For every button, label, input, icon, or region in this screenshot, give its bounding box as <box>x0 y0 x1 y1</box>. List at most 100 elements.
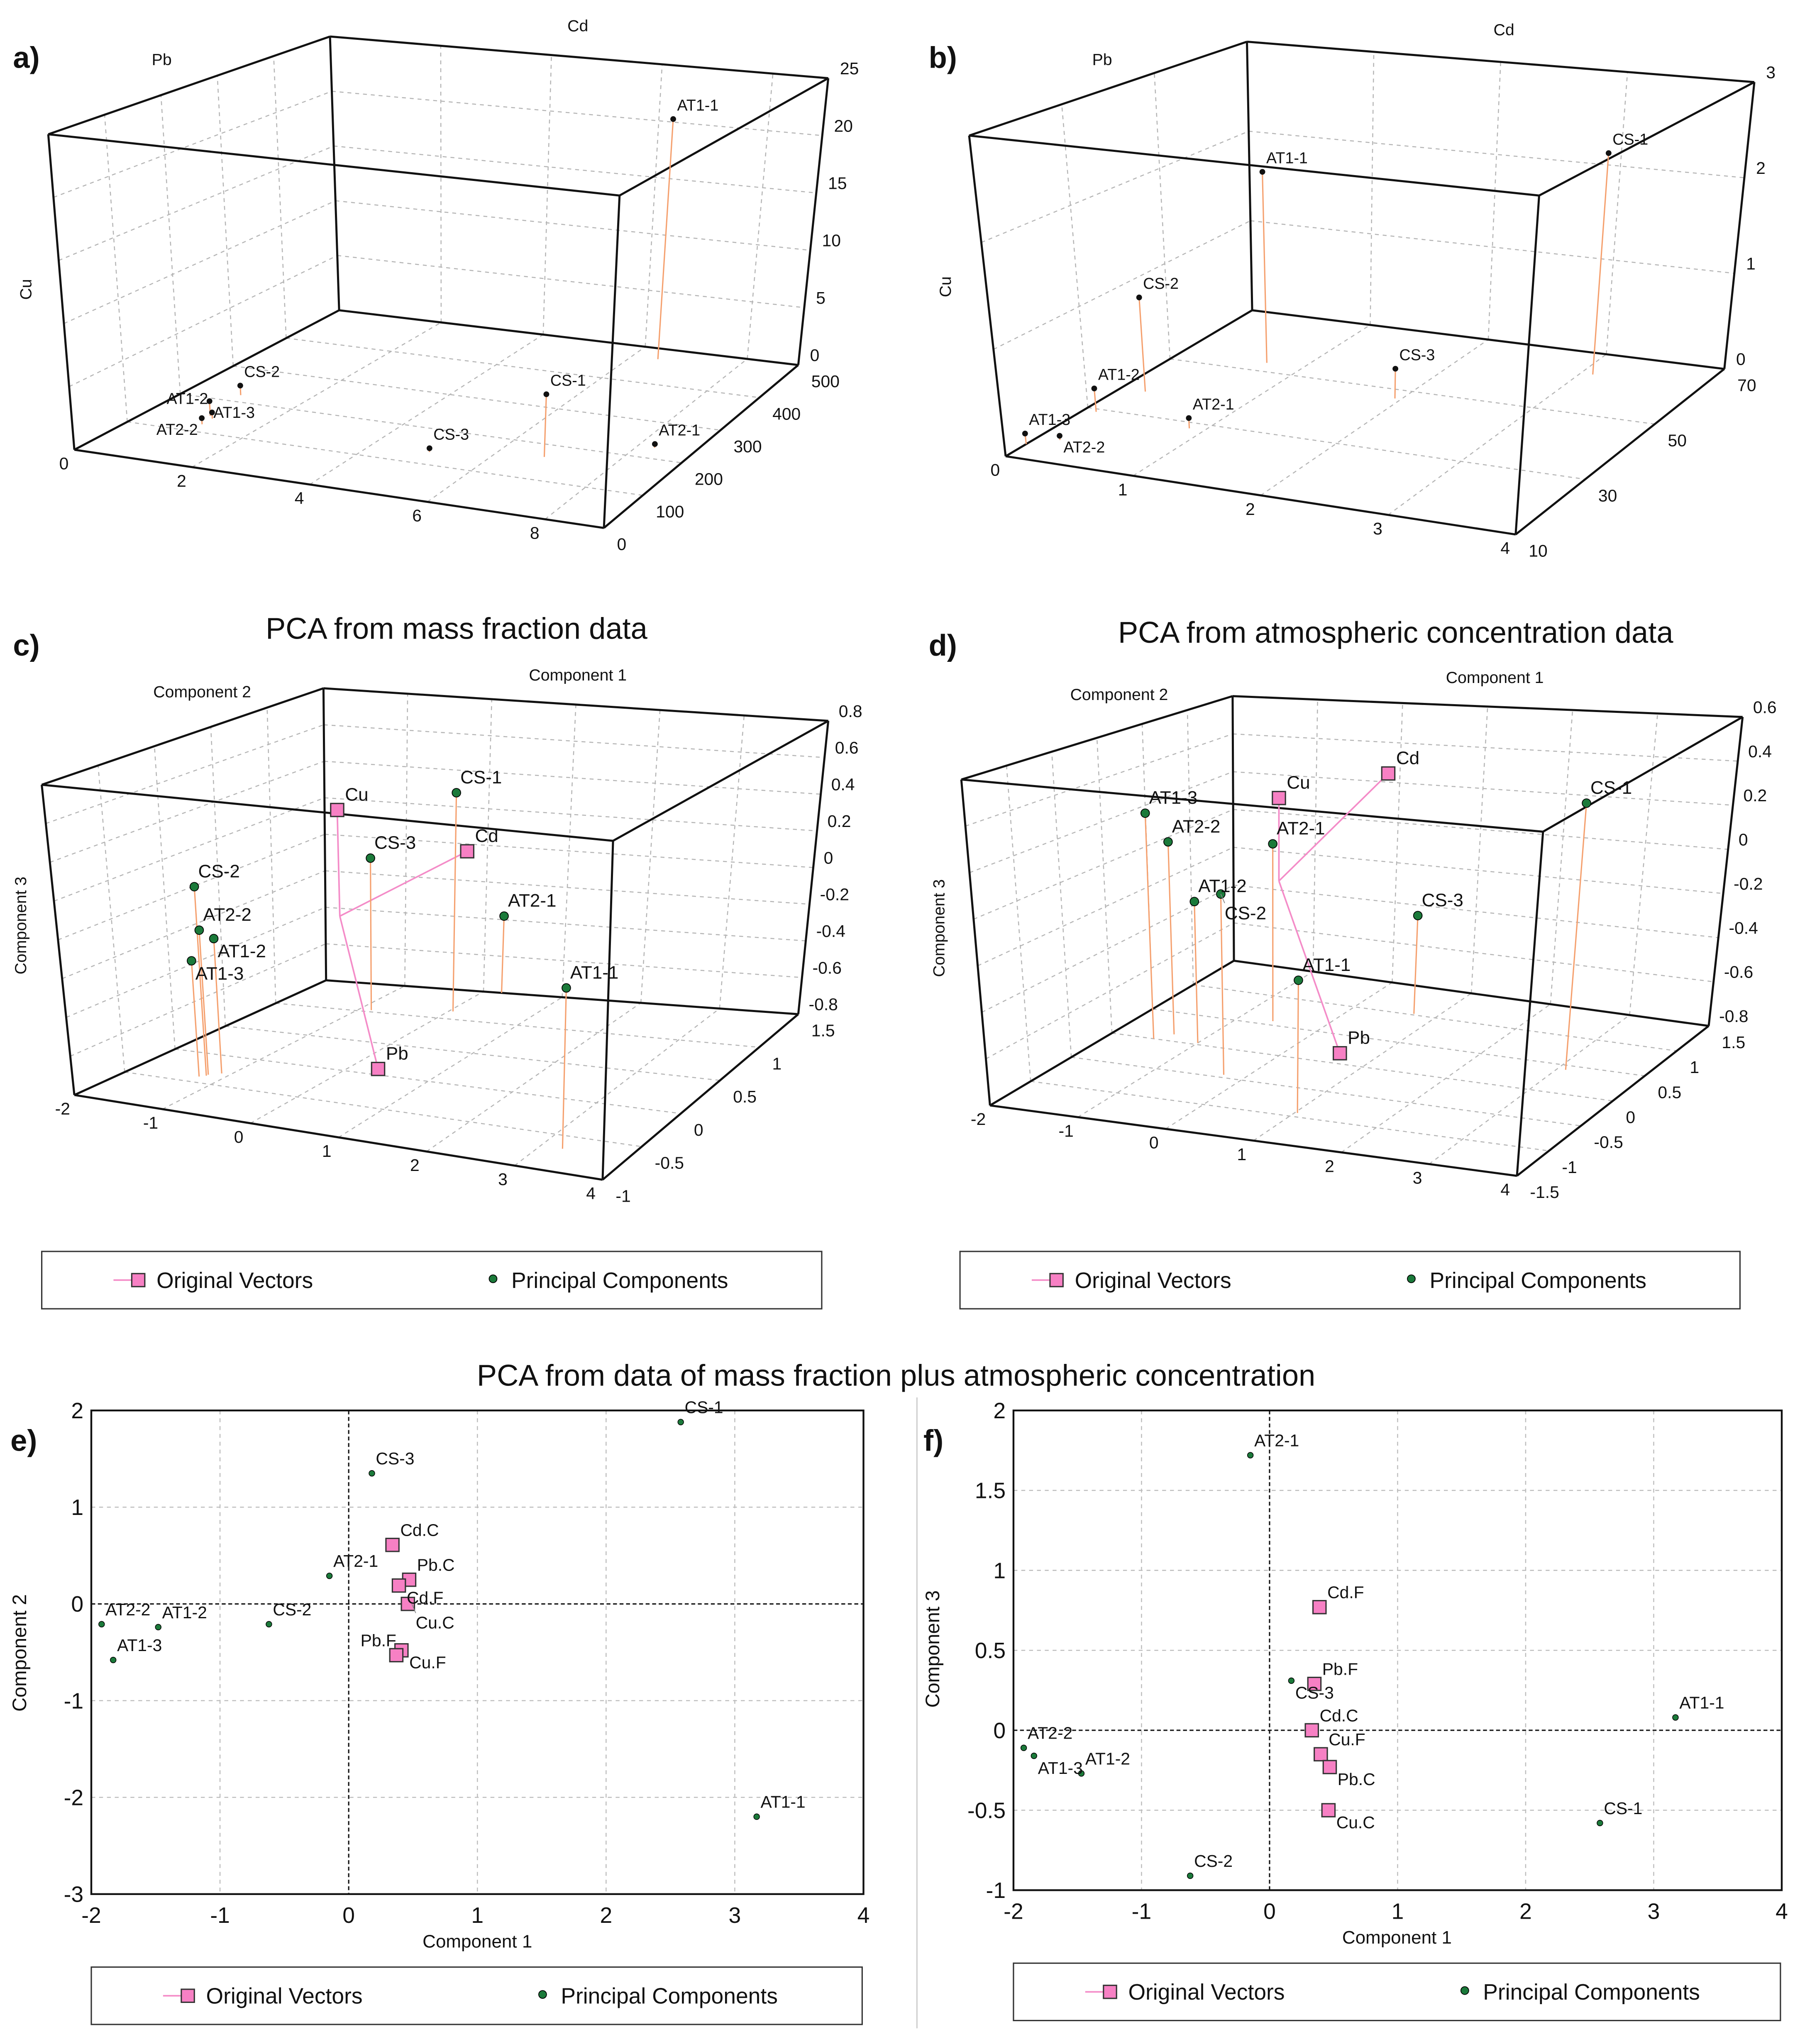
z-tick-label: 15 <box>828 174 847 193</box>
box-edge <box>339 309 799 366</box>
y-axis-title: Component 2 <box>153 683 251 701</box>
back-wall-gridline <box>333 145 816 194</box>
panel-letter: d) <box>929 629 957 662</box>
vector-label: Cd.F <box>407 1588 444 1607</box>
x-axis-title: Component 1 <box>529 666 627 684</box>
y-axis-title: Component 3 <box>921 1590 943 1708</box>
panel-title: PCA from mass fraction data <box>266 612 648 645</box>
box-edge <box>1232 695 1743 718</box>
sample-point <box>237 383 243 389</box>
sample-point <box>543 391 550 398</box>
back-wall-gridline <box>1629 713 1658 1015</box>
legend-vector-square-icon <box>1103 1985 1117 1999</box>
side-wall-gridline <box>973 809 1233 920</box>
box-edge <box>326 979 799 1015</box>
z-tick-label: 0.4 <box>831 775 855 794</box>
floor-gridline <box>276 1002 760 1048</box>
side-wall-gridline <box>1061 104 1089 408</box>
vector-marker <box>401 1597 415 1611</box>
x-tick-label: 4 <box>1500 1180 1510 1199</box>
vector-label: Cu.F <box>1329 1730 1365 1749</box>
vector-label: Cd.C <box>400 1521 439 1540</box>
point-label: CS-1 <box>1604 1799 1642 1818</box>
floor-gridline <box>545 358 748 520</box>
z-tick-label: -0.4 <box>816 922 845 941</box>
box-edge <box>601 841 614 1180</box>
panel-b: 0 1 2 3 4 10 30 50 70 0 1 2 3 Cd Pb Cu b) AT1-1 CS-1 CS-2 CS… <box>929 21 1776 561</box>
z-axis-title: Cu <box>17 279 35 300</box>
y-tick-label: 1.5 <box>811 1021 835 1040</box>
component-point <box>1247 1452 1254 1459</box>
back-wall-gridline <box>645 64 663 347</box>
side-wall-gridline <box>217 76 234 366</box>
point-label: AT1-3 <box>117 1636 162 1655</box>
panel-letter: f) <box>923 1424 943 1458</box>
z-tick-label: 0.8 <box>839 702 862 721</box>
component-point <box>189 882 199 892</box>
x-tick-label: 2 <box>1325 1156 1334 1176</box>
label-leader-line <box>411 1604 416 1613</box>
box-edge <box>1539 81 1755 197</box>
x-tick-label: 0 <box>234 1127 244 1146</box>
panel-a: 0 2 4 6 8 0 100 200 300 400 500 0 5 10 15 20 25 Cd Pb Cu a) A… <box>13 17 859 554</box>
y-tick-label: -1 <box>1562 1158 1577 1177</box>
panel-letter: b) <box>929 41 957 74</box>
point-label: AT2-2 <box>1172 816 1221 837</box>
component-point <box>266 1621 272 1628</box>
component-point <box>98 1621 105 1628</box>
x-tick-label: 4 <box>1776 1899 1788 1924</box>
z-tick-label: 10 <box>822 231 841 250</box>
y-tick-label: 0.5 <box>1658 1083 1681 1102</box>
point-stem <box>213 938 222 1074</box>
x-tick-label: 0 <box>342 1903 355 1928</box>
legend-box <box>959 1251 1741 1310</box>
z-tick-label: 0 <box>824 848 833 867</box>
z-tick-label: 25 <box>840 59 859 78</box>
point-label: CS-2 <box>1225 903 1266 924</box>
point-stem <box>191 961 200 1077</box>
box-edge <box>989 960 1235 1107</box>
box-edge <box>960 779 991 1106</box>
y-tick-label: 1 <box>71 1495 83 1520</box>
point-stem <box>562 988 567 1149</box>
z-tick-label: 2 <box>1756 159 1766 178</box>
back-wall-gridline <box>325 870 810 905</box>
legend-vectors-label: Original Vectors <box>206 1984 363 2009</box>
z-tick-label: 0.6 <box>835 738 859 757</box>
box-edge <box>1516 832 1544 1176</box>
x-tick-label: 6 <box>412 506 422 525</box>
x-tick-label: -2 <box>1004 1899 1023 1924</box>
y-tick-label: 50 <box>1668 431 1687 450</box>
y-tick-label: 0.5 <box>975 1639 1006 1663</box>
side-wall-gridline <box>53 90 332 198</box>
floor-gridline <box>1170 358 1655 425</box>
legend-components-label: Principal Components <box>561 1984 778 2009</box>
floor-gridline <box>338 997 563 1138</box>
point-stem <box>1220 894 1225 1075</box>
point-stem <box>1297 980 1299 1113</box>
y-axis-title: Pb <box>152 51 172 69</box>
z-axis-title: Cu <box>936 276 955 297</box>
legend-box <box>41 1251 823 1310</box>
box-edge <box>48 35 330 135</box>
component-point <box>499 911 509 921</box>
side-wall-gridline <box>965 733 1233 827</box>
sample-point <box>670 116 676 122</box>
x-tick-label: 4 <box>586 1184 596 1203</box>
z-tick-label: 0 <box>810 346 820 365</box>
box-edge <box>961 778 1544 833</box>
box-edge <box>1231 696 1235 961</box>
y-tick-label: 100 <box>656 502 684 521</box>
point-label: AT1-1 <box>1679 1693 1724 1712</box>
legend-box <box>90 1966 863 2025</box>
floor-gridline <box>286 337 760 398</box>
back-wall-gridline <box>1233 733 1738 762</box>
floor-gridline <box>180 393 682 463</box>
point-stem <box>198 930 209 1075</box>
point-label: AT1-2 <box>167 390 208 407</box>
z-tick-label: -0.6 <box>1724 963 1753 982</box>
box-edge <box>968 135 1007 456</box>
